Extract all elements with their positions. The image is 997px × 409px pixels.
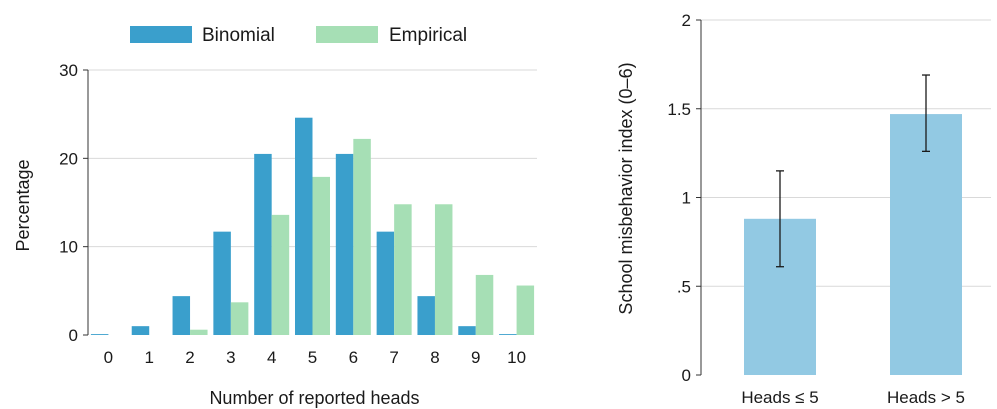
right-y-tick-label: .5 (677, 277, 691, 296)
bar-binomial-4 (254, 153, 272, 335)
bar-empirical-5 (312, 176, 330, 335)
bar-binomial-3 (213, 231, 231, 335)
bar-binomial-0 (90, 334, 109, 335)
bar-binomial-8 (417, 296, 435, 335)
bar-heads-gt-5 (890, 114, 962, 375)
left-x-tick-label: 4 (267, 348, 276, 367)
bar-binomial-10 (499, 334, 517, 335)
right-x-tick-label: Heads > 5 (887, 388, 965, 407)
left-x-tick-label: 1 (144, 348, 153, 367)
left-y-tick-label: 0 (69, 326, 78, 345)
left-x-tick-label: 2 (185, 348, 194, 367)
bar-binomial-2 (172, 296, 191, 335)
left-x-tick-label: 0 (104, 348, 113, 367)
bar-empirical-6 (353, 138, 371, 335)
left-y-tick-label: 10 (59, 238, 78, 257)
left-x-tick-label: 3 (226, 348, 235, 367)
left-chart-panel: 0 10 20 30 0 1 2 3 4 5 6 7 8 9 10 Number of reported he… (13, 25, 537, 408)
legend-label-binomial: Binomial (202, 25, 275, 46)
right-y-tick-label: 0 (682, 366, 691, 385)
bar-empirical-8 (434, 204, 453, 335)
right-x-tick-label: Heads ≤ 5 (741, 388, 818, 407)
left-x-tick-label: 8 (430, 348, 439, 367)
left-y-tick-label: 30 (59, 61, 78, 80)
bar-empirical-4 (271, 214, 290, 335)
right-y-tick-label: 1.5 (667, 100, 691, 119)
left-x-tick-label: 9 (471, 348, 480, 367)
left-x-tick-label: 5 (308, 348, 317, 367)
bar-empirical-2 (190, 329, 208, 335)
bar-binomial-9 (458, 326, 476, 335)
left-x-tick-label: 7 (389, 348, 398, 367)
left-x-tick-label: 10 (507, 348, 526, 367)
right-y-axis-title: School misbehavior index (0–6) (616, 62, 636, 314)
bar-binomial-5 (295, 117, 313, 335)
right-y-tick-label: 1 (682, 189, 691, 208)
bar-binomial-6 (335, 153, 354, 335)
legend-swatch-empirical (316, 26, 378, 43)
right-chart-panel: 0 .5 1 1.5 2 Heads ≤ 5 Heads > 5 School misbeha… (616, 11, 991, 407)
bar-empirical-3 (230, 302, 249, 335)
bar-empirical-10 (516, 285, 535, 335)
left-y-tick-label: 20 (59, 149, 78, 168)
bar-empirical-9 (475, 274, 494, 335)
bar-empirical-7 (394, 204, 412, 335)
left-x-tick-label: 6 (349, 348, 358, 367)
right-y-tick-label: 2 (682, 11, 691, 30)
bar-binomial-7 (376, 231, 395, 335)
legend-swatch-binomial (130, 26, 192, 43)
left-y-axis-title: Percentage (13, 159, 33, 251)
left-x-axis-title: Number of reported heads (209, 388, 419, 408)
bar-binomial-1 (131, 326, 150, 335)
legend-label-empirical: Empirical (389, 25, 467, 46)
